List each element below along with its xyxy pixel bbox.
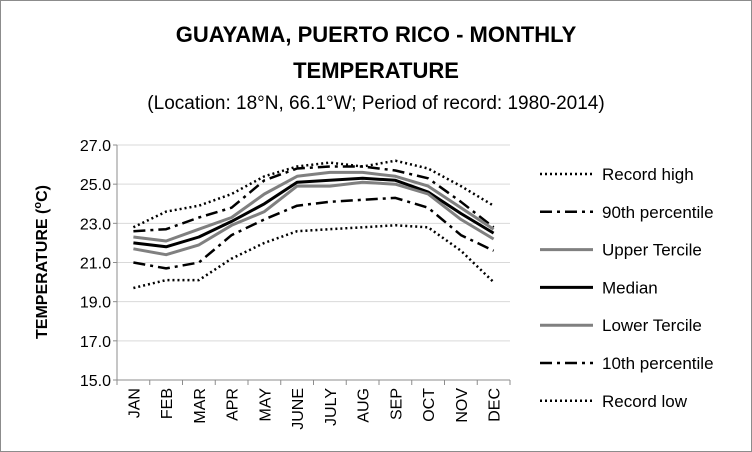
gridlines [117, 144, 510, 342]
x-tick-label: DEC [487, 388, 504, 422]
x-tick-label: NOV [454, 388, 471, 423]
chart-subtitle: (Location: 18°N, 66.1°W; Period of recor… [147, 93, 605, 114]
legend-label: Record high [602, 165, 694, 184]
x-tick-label: MAY [257, 388, 274, 422]
series-line-90th-percentile [133, 165, 495, 233]
chart-title-line1: GUAYAMA, PUERTO RICO - MONTHLY [175, 22, 577, 47]
x-tick-label: SEP [388, 388, 405, 420]
y-tick-label: 17.0 [80, 334, 111, 351]
legend-label: 10th percentile [602, 354, 714, 373]
y-tick-label: 25.0 [80, 177, 111, 194]
chart-title-line2: TEMPERATURE [293, 58, 459, 83]
x-tick-label: JUNE [290, 388, 307, 430]
series-line-record-low [133, 224, 495, 290]
y-axis-label: TEMPERATURE (oC) [32, 185, 51, 339]
y-tick-label: 21.0 [80, 256, 111, 273]
series-line-median [133, 176, 495, 249]
legend-label: Upper Tercile [602, 241, 702, 260]
legend-label: 90th percentile [602, 203, 714, 222]
series-lines [132, 159, 495, 290]
y-tick-label: 27.0 [80, 138, 111, 155]
y-tick-labels: 15.0 17.0 19.0 21.0 23.0 25.0 27.0 [80, 138, 111, 390]
series-line-lower-tercile [133, 180, 495, 257]
y-tick-label: 19.0 [80, 295, 111, 312]
y-tick-label: 15.0 [80, 373, 111, 390]
x-tick-label: JULY [323, 388, 340, 426]
y-tick-label: 23.0 [80, 216, 111, 233]
x-tick-label: APR [225, 388, 242, 421]
legend-label: Median [602, 278, 658, 297]
series-line-10th-percentile [133, 196, 495, 270]
legend-label: Lower Tercile [602, 316, 702, 335]
x-tick-label: FEB [159, 388, 176, 419]
x-tick-label: OCT [421, 388, 438, 422]
x-tick-label: JAN [126, 388, 143, 418]
x-tick-label: MAR [192, 388, 209, 424]
series-line-upper-tercile [133, 170, 495, 243]
axes [113, 144, 511, 385]
x-tick-labels: JAN FEB MAR APR MAY JUNE JULY AUG SEP OCT NOV DEC [126, 388, 503, 430]
x-tick-label: AUG [356, 388, 373, 423]
legend-label: Record low [602, 392, 688, 411]
legend: Record high 90th percentile Upper Tercile M… [540, 165, 714, 411]
